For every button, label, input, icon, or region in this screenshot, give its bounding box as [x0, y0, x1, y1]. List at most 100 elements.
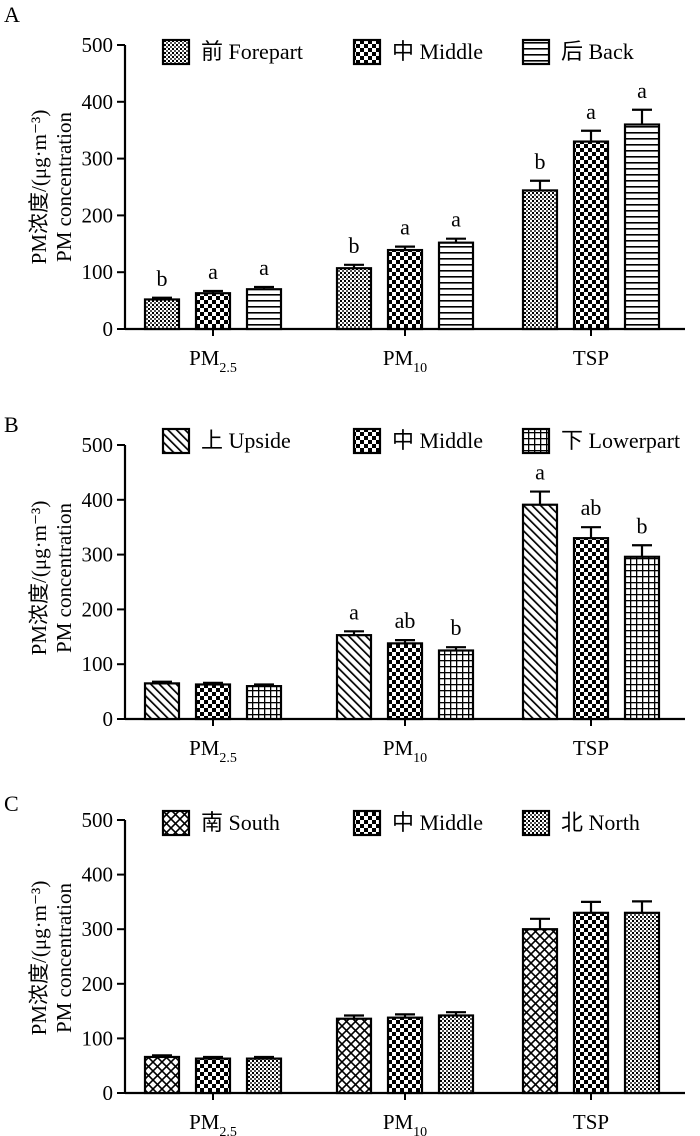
y-tick-label: 400 — [82, 488, 114, 512]
bar — [437, 241, 475, 331]
bar — [386, 1016, 424, 1095]
legend-label: 上 Upside — [201, 428, 291, 453]
legend-swatch — [521, 809, 551, 837]
bar — [623, 123, 661, 331]
y-tick-label: 200 — [82, 597, 114, 621]
bar — [386, 248, 424, 331]
y-tick-label: 100 — [82, 1026, 114, 1050]
bar — [572, 911, 610, 1095]
legend-label: 南 South — [201, 810, 280, 835]
legend-swatch — [352, 809, 382, 837]
panel-c: C PM浓度/(μg·m⁻³) PM concentration 0 100 200… — [4, 791, 685, 1136]
x-tick-label: TSP — [573, 1110, 609, 1134]
bar — [386, 642, 424, 721]
significance-letter: a — [259, 255, 269, 280]
bar — [437, 649, 475, 721]
x-tick-label: PM10 — [383, 736, 427, 766]
x-tick-label: PM2.5 — [189, 1110, 237, 1136]
y-axis-title-cn: PM浓度/(μg·m⁻³) — [27, 110, 51, 265]
x-tick-label: TSP — [573, 736, 609, 760]
y-tick-label: 500 — [82, 433, 114, 457]
bar — [335, 267, 373, 331]
legend-label: 中 Middle — [392, 39, 483, 64]
significance-letter: a — [637, 78, 647, 103]
panel-a: A PM浓度/(μg·m⁻³) PM concentration 0 100 200… — [4, 2, 685, 376]
x-tick-label: PM2.5 — [189, 736, 237, 766]
y-tick-label: 200 — [82, 203, 114, 227]
legend-label: 下 Lowerpart — [561, 428, 680, 453]
plot-area-b: 0 100 200 300 400 500 PM2.5 PM10 TSP a a ab ab b b 上 Up… — [82, 427, 685, 766]
significance-letter: b — [157, 266, 168, 291]
bar — [572, 537, 610, 721]
bar — [623, 555, 661, 721]
plot-area-c: 0 100 200 300 400 500 PM2.5 PM10 TSP 南 South 中 Mid… — [82, 808, 685, 1136]
bar — [143, 298, 181, 331]
x-tick-label: PM10 — [383, 1110, 427, 1136]
significance-letter: b — [451, 615, 462, 640]
significance-letter: b — [637, 513, 648, 538]
legend-label: 前 Forepart — [201, 39, 303, 64]
x-tick-label: TSP — [573, 346, 609, 370]
legend-label: 北 North — [561, 810, 640, 835]
bar — [143, 1055, 181, 1095]
x-tick-label: PM2.5 — [189, 346, 237, 376]
y-tick-label: 0 — [103, 707, 114, 731]
y-tick-label: 100 — [82, 652, 114, 676]
bar — [623, 911, 661, 1095]
legend-swatch — [352, 38, 382, 66]
legend-swatch — [161, 427, 191, 455]
bar — [143, 682, 181, 721]
bar — [521, 928, 559, 1095]
bar — [194, 292, 232, 331]
y-axis-title-en: PM concentration — [52, 503, 76, 653]
significance-letter: a — [208, 259, 218, 284]
legend-swatch — [521, 38, 551, 66]
significance-letter: a — [535, 460, 545, 485]
legend-label: 后 Back — [561, 39, 634, 64]
bar — [521, 189, 559, 331]
y-tick-label: 400 — [82, 90, 114, 114]
bar — [437, 1014, 475, 1095]
bar — [194, 683, 232, 721]
plot-area-a: 0 100 200 300 400 500 PM2.5 PM10 TSP b b b a a a a a a 前 F… — [82, 33, 685, 376]
y-tick-label: 500 — [82, 33, 114, 57]
significance-letter: ab — [395, 608, 416, 633]
bar — [335, 1017, 373, 1095]
y-axis-title-en: PM concentration — [52, 883, 76, 1033]
y-tick-label: 300 — [82, 147, 114, 171]
significance-letter: ab — [581, 495, 602, 520]
y-tick-label: 300 — [82, 917, 114, 941]
legend-swatch — [161, 38, 191, 66]
y-axis-title-cn: PM浓度/(μg·m⁻³) — [27, 881, 51, 1036]
significance-letter: a — [400, 215, 410, 240]
significance-letter: b — [535, 149, 546, 174]
bar — [245, 288, 283, 331]
bar — [245, 1057, 283, 1095]
bar — [521, 503, 559, 721]
legend-swatch — [352, 427, 382, 455]
panel-label-a: A — [4, 2, 20, 27]
y-axis-title-a: PM浓度/(μg·m⁻³) — [27, 110, 51, 265]
panel-label-c: C — [4, 791, 19, 816]
y-axis-title-cn: PM浓度/(μg·m⁻³) — [27, 501, 51, 656]
y-tick-label: 500 — [82, 808, 114, 832]
y-tick-label: 400 — [82, 863, 114, 887]
legend-label: 中 Middle — [392, 428, 483, 453]
bar — [335, 634, 373, 721]
x-tick-label: PM10 — [383, 346, 427, 376]
significance-letter: a — [586, 99, 596, 124]
legend-label: 中 Middle — [392, 810, 483, 835]
y-tick-label: 100 — [82, 260, 114, 284]
bar — [245, 685, 283, 721]
bar — [572, 140, 610, 331]
y-tick-label: 0 — [103, 1081, 114, 1105]
y-tick-label: 0 — [103, 317, 114, 341]
significance-letter: a — [349, 599, 359, 624]
panel-b: B PM浓度/(μg·m⁻³) PM concentration 0 100 200… — [4, 412, 685, 766]
bar — [194, 1057, 232, 1095]
y-tick-label: 200 — [82, 972, 114, 996]
panel-label-b: B — [4, 412, 19, 437]
legend-swatch — [521, 427, 551, 455]
significance-letter: a — [451, 207, 461, 232]
